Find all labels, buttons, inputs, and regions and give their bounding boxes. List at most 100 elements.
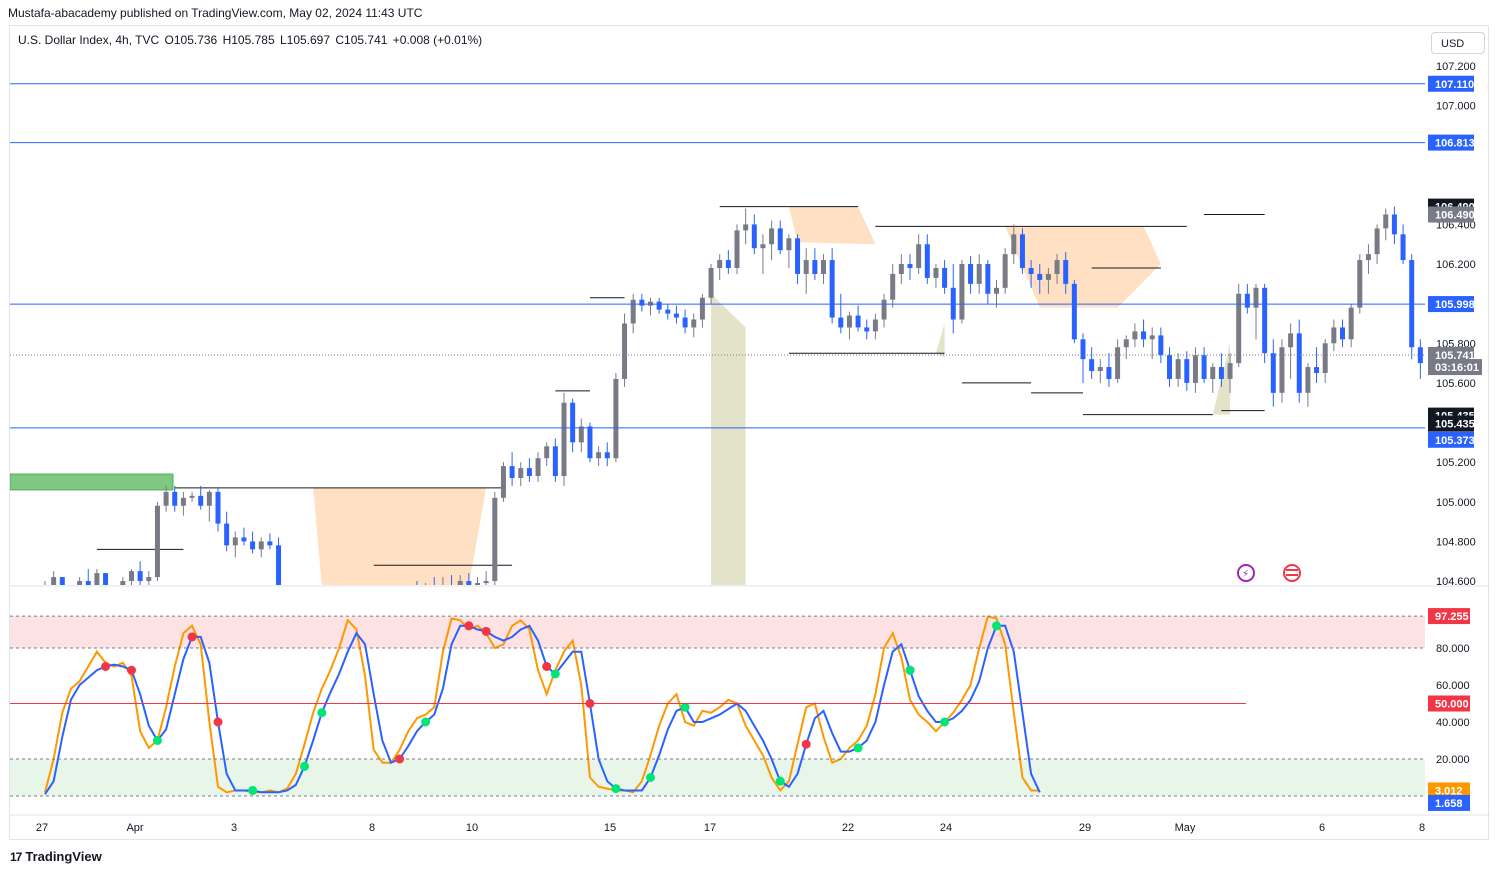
- sell-signal-dot: [801, 739, 811, 749]
- candle: [933, 264, 939, 288]
- candle: [518, 462, 524, 486]
- price-badge: [1428, 296, 1474, 313]
- buy-signal-dot: [680, 702, 690, 712]
- candle-body: [1080, 339, 1086, 360]
- candle-body: [976, 264, 982, 284]
- candle-body: [285, 601, 290, 611]
- candle: [1383, 208, 1389, 241]
- time-tick-label: 8: [1419, 822, 1425, 834]
- time-tick-label: 8: [369, 822, 375, 834]
- candle-body: [189, 495, 195, 498]
- stoch-badge-label: 50.000: [1435, 699, 1469, 711]
- ohlc-low: L105.697: [279, 33, 331, 47]
- candle-body: [146, 577, 152, 582]
- price-tick-label: 105.200: [1436, 457, 1476, 469]
- candle-body: [518, 468, 524, 479]
- time-tick-label: 22: [842, 822, 854, 834]
- price-tick-label: 107.000: [1436, 101, 1476, 113]
- candle-body: [725, 260, 731, 269]
- candle-body: [1288, 333, 1294, 348]
- candle-body: [933, 268, 939, 278]
- candle-body: [1296, 333, 1302, 393]
- candle: [215, 487, 221, 532]
- candle: [725, 250, 731, 274]
- candle: [180, 491, 186, 516]
- price-badge-label: 107.110: [1435, 79, 1474, 91]
- overbought-band: [10, 616, 1425, 648]
- candle-body: [924, 244, 930, 278]
- candle-body: [51, 577, 57, 585]
- candle-body: [570, 402, 576, 443]
- candle: [457, 575, 463, 585]
- price-badge: [1428, 134, 1474, 151]
- candle-body: [561, 402, 567, 477]
- supply-zone-1: [313, 487, 487, 585]
- candle-body: [154, 505, 160, 578]
- candle: [293, 591, 298, 617]
- candle-body: [898, 264, 904, 274]
- candle-body: [1184, 359, 1190, 383]
- candle-body: [1028, 268, 1034, 274]
- symbol-name[interactable]: U.S. Dollar Index, 4h, TVC: [18, 33, 160, 47]
- stochastic-plot: [10, 0, 1425, 796]
- candle: [760, 234, 766, 274]
- candle-body: [389, 595, 394, 603]
- currency-button[interactable]: USD: [1431, 32, 1485, 54]
- symbol-legend[interactable]: U.S. Dollar Index, 4h, TVC O105.736 H105…: [18, 33, 482, 47]
- candle: [1158, 327, 1164, 364]
- olive-zone-1: [711, 293, 746, 585]
- candle-body: [1357, 260, 1363, 308]
- candle-body: [1365, 254, 1371, 261]
- candle-body: [751, 224, 757, 249]
- candle: [1028, 260, 1034, 288]
- candle: [942, 260, 948, 294]
- candle: [1106, 353, 1112, 387]
- time-tick-label: 10: [466, 822, 478, 834]
- candle: [1184, 351, 1190, 391]
- candle: [59, 577, 65, 585]
- candle: [769, 220, 775, 261]
- candle-body: [1400, 234, 1406, 261]
- candle: [389, 591, 394, 611]
- buy-signal-dot: [317, 708, 327, 718]
- candle: [509, 452, 515, 486]
- candle-body: [1218, 367, 1224, 379]
- axes: 107.200107.000106.400106.200105.800105.6…: [10, 61, 1490, 834]
- sell-signal-dot: [213, 717, 223, 727]
- candle-body: [630, 299, 636, 324]
- tradingview-mark-icon: 17: [10, 849, 22, 864]
- candle: [898, 254, 904, 284]
- candle: [846, 311, 852, 340]
- candle: [552, 438, 558, 482]
- candle-body: [760, 244, 766, 249]
- candle-body: [535, 458, 541, 477]
- candle-body: [1063, 260, 1069, 284]
- candle-body: [1097, 367, 1103, 372]
- candle-body: [180, 497, 186, 506]
- candle: [224, 511, 230, 552]
- candle: [1210, 363, 1216, 393]
- candle-body: [1106, 367, 1112, 379]
- candle-body: [604, 452, 610, 459]
- candle-body: [1262, 287, 1268, 354]
- candle-body: [423, 587, 428, 595]
- sell-signal-dot: [1122, 0, 1131, 5]
- time-tick-label: Apr: [126, 822, 143, 834]
- candle: [673, 305, 679, 324]
- candle-body: [1002, 254, 1008, 288]
- candle-body: [1210, 367, 1216, 379]
- sell-signal-dot: [464, 621, 474, 631]
- candle: [587, 422, 593, 463]
- tradingview-logo[interactable]: 17 TradingView: [10, 849, 102, 864]
- candle: [397, 585, 402, 605]
- candle-body: [1019, 234, 1025, 269]
- candle-body: [743, 224, 749, 231]
- candle: [717, 254, 723, 280]
- candle: [994, 279, 999, 308]
- candle: [656, 297, 662, 314]
- candle-body: [838, 317, 844, 328]
- stoch-badge: [1428, 608, 1470, 625]
- sell-signal-dot: [187, 632, 197, 642]
- candle: [1262, 283, 1268, 364]
